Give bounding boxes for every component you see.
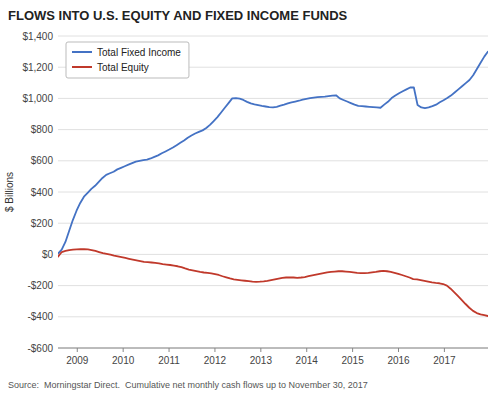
grid-line <box>58 129 488 130</box>
y-grid <box>58 36 488 348</box>
grid-line <box>58 223 488 224</box>
x-tick-label: 2016 <box>387 355 410 366</box>
x-tick <box>352 348 353 352</box>
x-tick-label: 2012 <box>204 355 227 366</box>
x-tick <box>77 348 78 352</box>
y-axis-label: $ Billions <box>4 172 15 212</box>
x-tick <box>260 348 261 352</box>
legend-swatch <box>72 51 92 53</box>
x-tick <box>169 348 170 352</box>
grid-line <box>58 316 488 317</box>
grid-line <box>58 254 488 255</box>
x-tick-label: 2010 <box>112 355 135 366</box>
legend-label: Total Fixed Income <box>97 47 181 58</box>
x-tick-label: 2014 <box>296 355 319 366</box>
x-tick <box>444 348 445 352</box>
grid-line <box>58 192 488 193</box>
title: FLOWS INTO U.S. EQUITY AND FIXED INCOME … <box>8 8 348 23</box>
y-tick-label: $600 <box>31 155 54 166</box>
x-axis-line <box>58 348 488 349</box>
grid-line <box>58 36 488 37</box>
y-tick-label: $800 <box>31 124 54 135</box>
source-note: Source: Morningstar Direct. Cumulative n… <box>8 380 368 390</box>
series-line <box>58 249 488 316</box>
x-tick <box>306 348 307 352</box>
x-tick-label: 2015 <box>341 355 364 366</box>
legend: Total Fixed Income Total Equity <box>66 42 189 78</box>
legend-box <box>66 42 189 78</box>
y-tick-label: -$600 <box>27 343 53 354</box>
legend-swatch <box>72 66 92 68</box>
x-tick-label: 2013 <box>250 355 273 366</box>
chart: FLOWS INTO U.S. EQUITY AND FIXED INCOME … <box>0 0 500 397</box>
y-tick-label: $400 <box>31 187 54 198</box>
x-tick-label: 2011 <box>158 355 180 366</box>
x-tick <box>398 348 399 352</box>
grid-line <box>58 285 488 286</box>
legend-label: Total Equity <box>97 62 149 73</box>
grid-line <box>58 348 488 349</box>
x-tick <box>123 348 124 352</box>
grid-line <box>58 98 488 99</box>
x-tick-label: 2017 <box>433 355 456 366</box>
y-tick-label: $200 <box>31 218 54 229</box>
grid-line <box>58 160 488 161</box>
y-tick-label: $0 <box>42 249 54 260</box>
x-tick <box>214 348 215 352</box>
x-tick-label: 2009 <box>66 355 89 366</box>
y-tick-label: -$200 <box>27 280 53 291</box>
lines <box>58 52 488 316</box>
series-line <box>58 52 488 254</box>
y-tick-label: $1,200 <box>22 62 53 73</box>
y-tick-label: $1,400 <box>22 31 53 42</box>
y-tick-label: $1,000 <box>22 93 53 104</box>
y-tick-label: -$400 <box>27 311 53 322</box>
